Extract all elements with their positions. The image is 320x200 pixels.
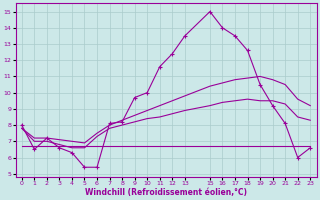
X-axis label: Windchill (Refroidissement éolien,°C): Windchill (Refroidissement éolien,°C) [85, 188, 247, 197]
